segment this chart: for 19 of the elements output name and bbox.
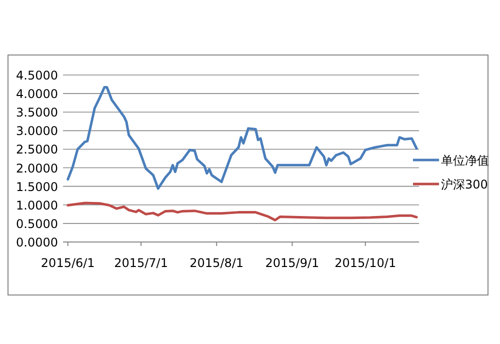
y-tick-label: 1.0000: [16, 198, 58, 212]
line-series: [66, 202, 418, 222]
y-tick-label: 0.0000: [16, 236, 58, 250]
x-tick-label: 2015/10/1: [334, 256, 396, 270]
x-tick-label: 2015/6/1: [40, 256, 95, 270]
x-tick-label: 2015/8/1: [190, 256, 244, 270]
x-tick-label: 2015/9/1: [265, 256, 320, 270]
y-tick-label: 0.5000: [16, 216, 58, 231]
x-tick-label: 2015/7/1: [114, 256, 168, 270]
y-tick-label: 3.5000: [16, 106, 58, 120]
legend-label: 沪深300: [441, 178, 488, 192]
y-tick-label: 2.0000: [16, 161, 58, 176]
y-tick-label: 4.5000: [16, 68, 58, 82]
y-tick-label: 4.0000: [16, 87, 58, 102]
y-tick-label: 3.0000: [16, 124, 58, 138]
y-tick-label: 2.5000: [16, 142, 58, 157]
y-tick-label: 1.5000: [16, 180, 58, 194]
legend-label: 单位净值: [441, 154, 489, 168]
line-series: [66, 86, 418, 190]
